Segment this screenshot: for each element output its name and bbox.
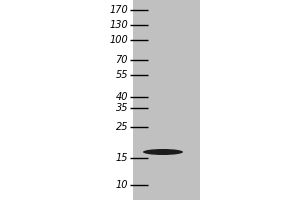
Ellipse shape	[143, 149, 183, 155]
Text: 55: 55	[116, 70, 128, 80]
Text: 10: 10	[116, 180, 128, 190]
Text: 35: 35	[116, 103, 128, 113]
Bar	[133, 0, 200, 200]
Text: 70: 70	[116, 55, 128, 65]
Text: 25: 25	[116, 122, 128, 132]
Text: 170: 170	[109, 5, 128, 15]
Text: 130: 130	[109, 20, 128, 30]
Text: 40: 40	[116, 92, 128, 102]
Text: 100: 100	[109, 35, 128, 45]
Text: 15: 15	[116, 153, 128, 163]
